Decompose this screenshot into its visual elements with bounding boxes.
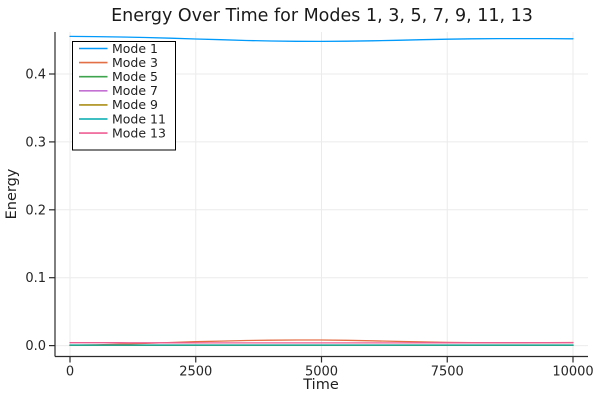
x-axis-label: Time [302, 377, 339, 393]
legend-box [72, 41, 176, 151]
x-tick-label: 7500 [431, 365, 464, 380]
legend-entry-label: Mode 13 [112, 125, 166, 140]
y-tick-label: 0.3 [25, 135, 46, 150]
y-tick-label: 0.4 [25, 68, 46, 83]
legend-entry-label: Mode 11 [112, 111, 166, 126]
chart-title: Energy Over Time for Modes 1, 3, 5, 7, 9… [111, 6, 533, 26]
legend-entry-label: Mode 9 [112, 97, 158, 112]
legend-entry-label: Mode 5 [112, 69, 158, 84]
y-tick-label: 0.0 [25, 339, 46, 354]
y-axis-label: Energy [4, 168, 20, 219]
legend-entry-label: Mode 1 [112, 41, 158, 56]
y-tick-label: 0.1 [25, 271, 46, 286]
legend-entry-label: Mode 7 [112, 83, 158, 98]
series-lines [69, 35, 574, 346]
series-line-mode-1 [69, 35, 574, 43]
axis-layer: 0 2500 5000 7500 10000 0.0 0.1 0.2 0.3 0.4 [25, 32, 594, 380]
x-tick-label: 2500 [179, 365, 212, 380]
x-tick-label: 10000 [552, 365, 593, 380]
x-tick-label: 0 [66, 365, 74, 380]
x-tick-label: 5000 [305, 365, 338, 380]
legend-entry-label: Mode 3 [112, 55, 158, 70]
y-tick-label: 0.2 [25, 203, 46, 218]
